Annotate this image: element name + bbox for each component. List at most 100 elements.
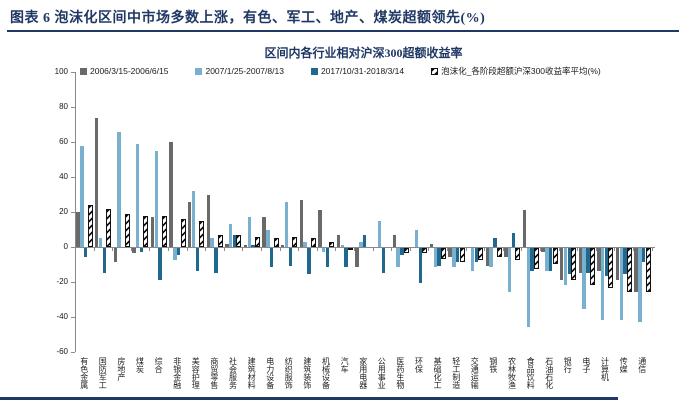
x-axis-label: 煤炭 [135,357,145,373]
bar-石油石化-2017/10/31-2018/3/14 [549,248,553,271]
bar-非银金融-2006/3/15-2006/6/15 [169,142,173,247]
bar-计算机-2017/10/31-2018/3/14 [604,248,609,276]
bar-机械设备-2017/10/31-2018/3/14 [325,248,330,268]
x-axis-tick [391,248,393,251]
x-axis-tick [502,248,504,251]
bar-钢铁-2017/10/31-2018/3/14 [493,238,497,247]
bar-有色金属-2007/1/25-2007/8/13 [80,145,84,247]
bar-基础化工-2007/1/25-2007/8/13 [433,248,437,268]
chart-title: 区间内各行业相对沪深300超额收益率 [264,46,463,60]
y-axis-label: 0 [63,242,68,251]
x-axis-label: 传媒 [619,357,629,373]
bar-环保-2007/1/25-2007/8/13 [415,229,419,247]
x-axis-tick [633,248,634,251]
bar-综合-2007/1/25-2007/8/13 [154,150,158,247]
y-axis-label: -20 [56,277,68,286]
bar-房地产-泡沫化_各阶段超额沪深300收益率平均(%) [124,213,130,247]
x-axis-tick [558,248,560,251]
bar-非银金融-2017/10/31-2018/3/14 [177,248,181,255]
y-axis-label: 80 [59,102,68,111]
bar-国防军工-2006/3/15-2006/6/15 [95,117,99,247]
y-tick [71,317,75,318]
bar-食品饮料-2007/1/25-2007/8/13 [526,248,530,327]
x-axis-tick [130,248,132,251]
bar-商贸零售-泡沫化_各阶段超额沪深300收益率平均(%) [217,234,223,247]
x-axis-tick [465,248,467,251]
zero-line [75,247,655,248]
chart-legend: 2006/3/15-2006/6/15 2007/1/25-2007/8/13 … [80,65,601,77]
bar-美容护理-2007/1/25-2007/8/13 [191,191,196,247]
x-axis-label: 综合 [154,357,164,373]
bar-农林牧渔-泡沫化_各阶段超额沪深300收益率平均(%) [515,248,521,261]
bar-电子-2007/1/25-2007/8/13 [582,248,586,310]
x-axis-label: 社会服务 [228,357,238,389]
x-axis-tick [447,248,448,251]
y-tick [71,247,75,248]
bar-电子-2006/3/15-2006/6/15 [578,248,582,273]
legend-item-average: 泡沫化_各阶段超额沪深300收益率平均(%) [431,65,601,77]
bar-环保-2017/10/31-2018/3/14 [418,248,423,283]
bar-建筑材料-2007/1/25-2007/8/13 [247,217,251,247]
x-axis-label: 建筑装饰 [302,357,312,389]
x-axis-tick [149,248,151,251]
x-axis-label: 建筑材料 [247,357,257,389]
bar-农林牧渔-2006/3/15-2006/6/15 [504,248,508,257]
legend-item-2007: 2007/1/25-2007/8/13 [195,66,284,76]
bar-交通运输-2007/1/25-2007/8/13 [470,248,475,271]
x-axis-label: 家用电器 [358,357,368,389]
legend-swatch-2007 [195,67,203,75]
x-axis-tick [93,248,95,251]
x-axis-tick [540,248,541,251]
bar-钢铁-2006/3/15-2006/6/15 [485,248,489,266]
y-axis-label: -40 [56,312,68,321]
x-axis-tick [261,248,262,251]
bar-建筑装饰-2017/10/31-2018/3/14 [307,248,311,275]
legend-swatch-average [431,67,439,75]
bar-机械设备-2007/1/25-2007/8/13 [322,248,326,252]
bar-社会服务-2017/10/31-2018/3/14 [232,234,237,247]
x-axis-tick [372,248,374,251]
bar-房地产-2007/1/25-2007/8/13 [117,131,121,247]
x-axis-label: 国防军工 [98,357,108,389]
report-title: 图表 6 泡沫化区间中市场多数上涨，有色、军工、地产、煤炭超额领先(%) [10,11,486,26]
y-axis-label: -60 [56,347,68,356]
x-axis-label: 商贸零售 [209,357,219,389]
bar-传媒-2017/10/31-2018/3/14 [623,248,627,275]
bar-建筑装饰-2007/1/25-2007/8/13 [303,241,307,247]
bar-综合-泡沫化_各阶段超额沪深300收益率平均(%) [162,215,167,247]
x-axis-tick [242,248,244,251]
y-axis-label: 40 [59,172,68,181]
y-tick [71,142,75,143]
legend-label-2006: 2006/3/15-2006/6/15 [90,66,169,76]
bar-电力设备-2017/10/31-2018/3/14 [270,248,274,268]
bar-基础化工-泡沫化_各阶段超额沪深300收益率平均(%) [441,248,446,259]
y-axis-label: 100 [54,67,68,76]
x-axis-tick [112,248,114,251]
bar-纺织服饰-2006/3/15-2006/6/15 [281,245,285,247]
bar-家用电器-2017/10/31-2018/3/14 [363,234,367,247]
bar-纺织服饰-2017/10/31-2018/3/14 [288,248,292,266]
bar-建筑材料-泡沫化_各阶段超额沪深300收益率平均(%) [255,236,260,247]
bar-汽车-2017/10/31-2018/3/14 [344,248,348,268]
x-axis-label: 医药生物 [395,357,405,389]
x-axis-label: 石油石化 [544,357,554,389]
y-tick [71,177,75,178]
x-axis-label: 通信 [637,357,647,373]
bar-轻工制造-2007/1/25-2007/8/13 [452,248,456,268]
bar-社会服务-2007/1/25-2007/8/13 [229,224,233,247]
bar-农林牧渔-2007/1/25-2007/8/13 [508,248,512,292]
bar-建筑材料-2006/3/15-2006/6/15 [243,245,248,247]
x-axis-tick [521,248,523,251]
bar-医药生物-泡沫化_各阶段超额沪深300收益率平均(%) [403,248,409,254]
bar-基础化工-2006/3/15-2006/6/15 [429,243,434,247]
bar-社会服务-泡沫化_各阶段超额沪深300收益率平均(%) [236,234,242,247]
x-axis-tick [335,248,337,251]
y-tick [71,212,75,213]
bar-农林牧渔-2017/10/31-2018/3/14 [511,233,516,247]
bar-银行-2006/3/15-2006/6/15 [560,248,564,280]
bar-医药生物-2017/10/31-2018/3/14 [400,248,404,255]
legend-label-2007: 2007/1/25-2007/8/13 [205,66,284,76]
x-axis-label: 公用事业 [377,357,387,389]
x-axis-tick [186,248,188,251]
bar-医药生物-2006/3/15-2006/6/15 [392,234,396,247]
